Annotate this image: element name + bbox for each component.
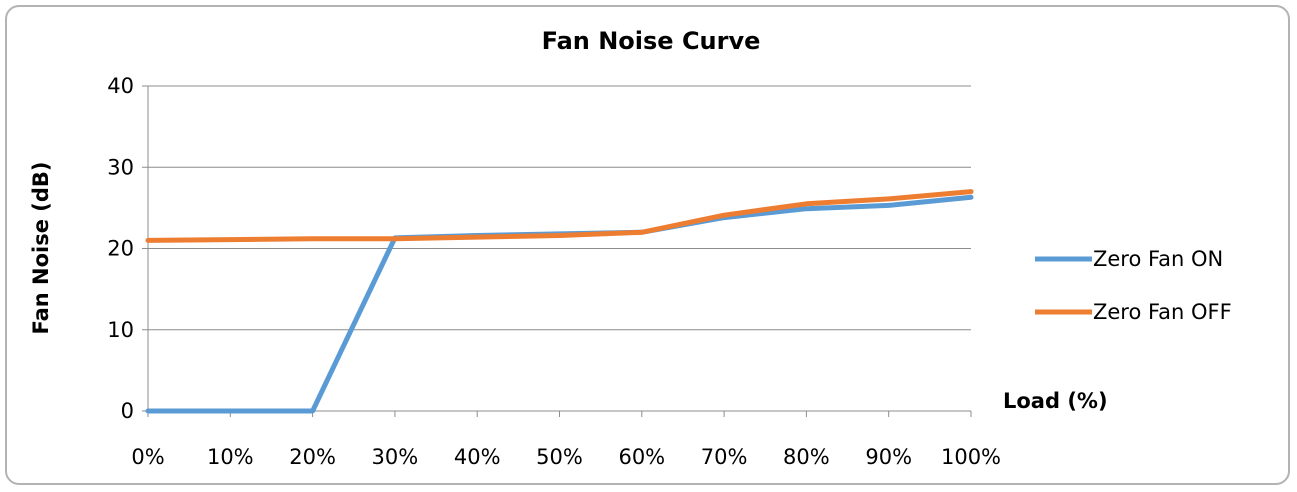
legend: Zero Fan ON Zero Fan OFF [1035, 247, 1232, 324]
x-tick-label: 0% [131, 445, 164, 469]
x-tick-label: 50% [536, 445, 583, 469]
y-axis-label: Fan Noise (dB) [29, 161, 53, 334]
x-tick-label: 10% [207, 445, 254, 469]
x-tick-label: 90% [865, 445, 912, 469]
y-tick-label: 30 [107, 155, 134, 179]
chart-frame [5, 5, 1290, 485]
y-tick-label: 0 [121, 399, 134, 423]
chart-title: Fan Noise Curve [542, 27, 761, 55]
x-tick-labels: 0% 10% 20% 30% 40% 50% 60% 70% 80% 90% 100% [131, 445, 1001, 469]
y-tick-label: 10 [107, 318, 134, 342]
gridlines [142, 85, 971, 412]
x-tick-label: 60% [618, 445, 665, 469]
x-tick-label: 20% [289, 445, 336, 469]
y-tick-label: 20 [107, 237, 134, 261]
series-lines [145, 189, 974, 414]
x-tick-label: 70% [701, 445, 748, 469]
axes [147, 86, 972, 417]
y-tick-label: 40 [107, 74, 134, 98]
x-axis-label: Load (%) [1003, 389, 1108, 413]
series-line-zero-fan-off [145, 189, 974, 243]
series-line-zero-fan-on [145, 194, 974, 414]
x-tick-label: 30% [372, 445, 419, 469]
y-tick-labels: 0 10 20 30 40 [107, 74, 134, 423]
x-tick-label: 80% [783, 445, 830, 469]
legend-label-zero-fan-off: Zero Fan OFF [1093, 300, 1232, 324]
x-tick-label: 40% [454, 445, 501, 469]
x-tick-label: 100% [941, 445, 1001, 469]
legend-label-zero-fan-on: Zero Fan ON [1093, 247, 1223, 271]
